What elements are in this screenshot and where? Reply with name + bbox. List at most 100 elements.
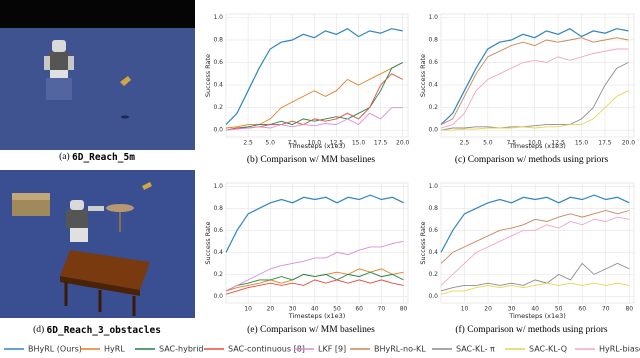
y-tick-label: 1.0 [213, 183, 223, 190]
x-tick-label: 12.5 [330, 140, 344, 147]
y-tick-label: 0.4 [428, 82, 438, 89]
scene-image [0, 0, 195, 150]
x-tick-label: 20.0 [622, 140, 636, 147]
x-tick-label: 5.0 [265, 140, 275, 147]
legend-label: SAC-hybrid [159, 345, 204, 354]
x-tick-label: 40 [311, 306, 319, 313]
x-tick-label: 17.5 [598, 140, 612, 147]
y-tick-label: 1.0 [428, 183, 438, 190]
chart-caption: (c) Comparison w/ methods using priors [455, 154, 609, 165]
y-tick-label: 0.8 [428, 36, 438, 43]
x-tick-label: 10.0 [528, 140, 542, 147]
x-tick-label: 10 [244, 306, 252, 313]
y-tick-label: 0.0 [213, 127, 223, 134]
y-tick-label: 0.8 [428, 205, 438, 212]
x-axis-label: Timesteps (x1e3) [508, 142, 566, 150]
x-tick-label: 15.0 [575, 140, 589, 147]
chart-caption: (e) Comparison w/ MM baselines [247, 324, 375, 335]
x-tick-label: 30 [289, 306, 297, 313]
x-tick-label: 40 [531, 306, 539, 313]
series-line [225, 194, 404, 253]
y-tick-label: 0.0 [428, 127, 438, 134]
y-tick-label: 0.4 [428, 249, 438, 256]
panel-caption: (a) 6D_Reach_5m [59, 151, 135, 162]
legend-label: BHyRL-no-KL [374, 345, 426, 354]
plot-area [225, 182, 409, 304]
y-tick-label: 0.2 [213, 271, 223, 278]
series-line [440, 48, 629, 129]
x-tick-label: 80 [625, 306, 633, 313]
y-tick-label: 0.4 [213, 249, 223, 256]
x-tick-label: 10.0 [308, 140, 322, 147]
plot-area [440, 13, 635, 138]
y-axis-label: Success Rate [419, 221, 427, 264]
x-tick-label: 20.0 [396, 140, 410, 147]
series-line [440, 28, 629, 126]
y-tick-label: 0.4 [213, 82, 223, 89]
y-tick-label: 0.6 [428, 59, 438, 66]
series-line [440, 262, 630, 292]
y-tick-label: 0.2 [428, 104, 438, 111]
y-tick-label: 1.0 [428, 14, 438, 21]
y-tick-label: 0.2 [428, 271, 438, 278]
x-axis-label: Timesteps (x1e3) [288, 142, 346, 150]
legend-label: SAC-continuous [8] [228, 345, 305, 354]
x-tick-label: 20 [267, 306, 275, 313]
series-line [225, 279, 404, 295]
x-tick-label: 7.5 [287, 140, 297, 147]
series-line [225, 62, 403, 131]
x-tick-label: 5.0 [483, 140, 493, 147]
x-tick-label: 2.5 [460, 140, 470, 147]
legend-label: BHyRL (Ours) [28, 345, 82, 354]
series-line [225, 240, 404, 292]
legend-label: HyRL [104, 345, 125, 354]
x-tick-label: 10 [461, 306, 469, 313]
x-tick-label: 30 [508, 306, 516, 313]
x-tick-label: 20 [484, 306, 492, 313]
legend-label: SAC-KL- π [456, 345, 495, 354]
legend-label: HyRL-biased [599, 345, 640, 354]
y-tick-label: 0.0 [213, 293, 223, 300]
series-line [225, 271, 404, 292]
series-line [225, 28, 403, 126]
y-axis-label: Success Rate [204, 221, 212, 264]
y-tick-label: 0.8 [213, 36, 223, 43]
legend-label: LKF [9] [318, 345, 346, 354]
series-line [440, 216, 630, 286]
x-tick-label: 50 [333, 306, 341, 313]
x-tick-label: 2.5 [243, 140, 253, 147]
x-tick-label: 7.5 [506, 140, 516, 147]
series-line [441, 90, 629, 131]
x-axis-label: Timesteps (x1e3) [508, 312, 566, 320]
series-line [440, 62, 629, 131]
panel-caption: (d) 6D_Reach_3_obstacles [33, 324, 161, 335]
series-line [440, 194, 630, 253]
y-tick-label: 1.0 [213, 14, 223, 21]
series-line [225, 62, 403, 129]
chart-caption: (b) Comparison w/ MM baselines [247, 154, 376, 165]
series-line [440, 282, 630, 295]
legend-label: SAC-KL-Q [529, 345, 567, 354]
series-line [440, 37, 629, 126]
x-tick-label: 80 [400, 306, 408, 313]
x-tick-label: 60 [578, 306, 586, 313]
y-tick-label: 0.6 [213, 227, 223, 234]
x-tick-label: 60 [355, 306, 363, 313]
chart-caption: (f) Comparison w/ methods using priors [455, 324, 608, 335]
y-tick-label: 0.0 [428, 293, 438, 300]
x-tick-label: 12.5 [551, 140, 565, 147]
x-tick-label: 50 [555, 306, 563, 313]
x-tick-label: 15.0 [352, 140, 366, 147]
series-line [225, 107, 403, 131]
y-tick-label: 0.8 [213, 205, 223, 212]
x-tick-label: 70 [378, 306, 386, 313]
x-tick-label: 70 [602, 306, 610, 313]
y-tick-label: 0.2 [213, 104, 223, 111]
y-axis-label: Success Rate [419, 54, 427, 97]
y-tick-label: 0.6 [428, 227, 438, 234]
y-tick-label: 0.6 [213, 59, 223, 66]
x-axis-label: Timesteps (x1e3) [288, 312, 346, 320]
scene-image [0, 170, 195, 318]
series-line [440, 210, 630, 264]
